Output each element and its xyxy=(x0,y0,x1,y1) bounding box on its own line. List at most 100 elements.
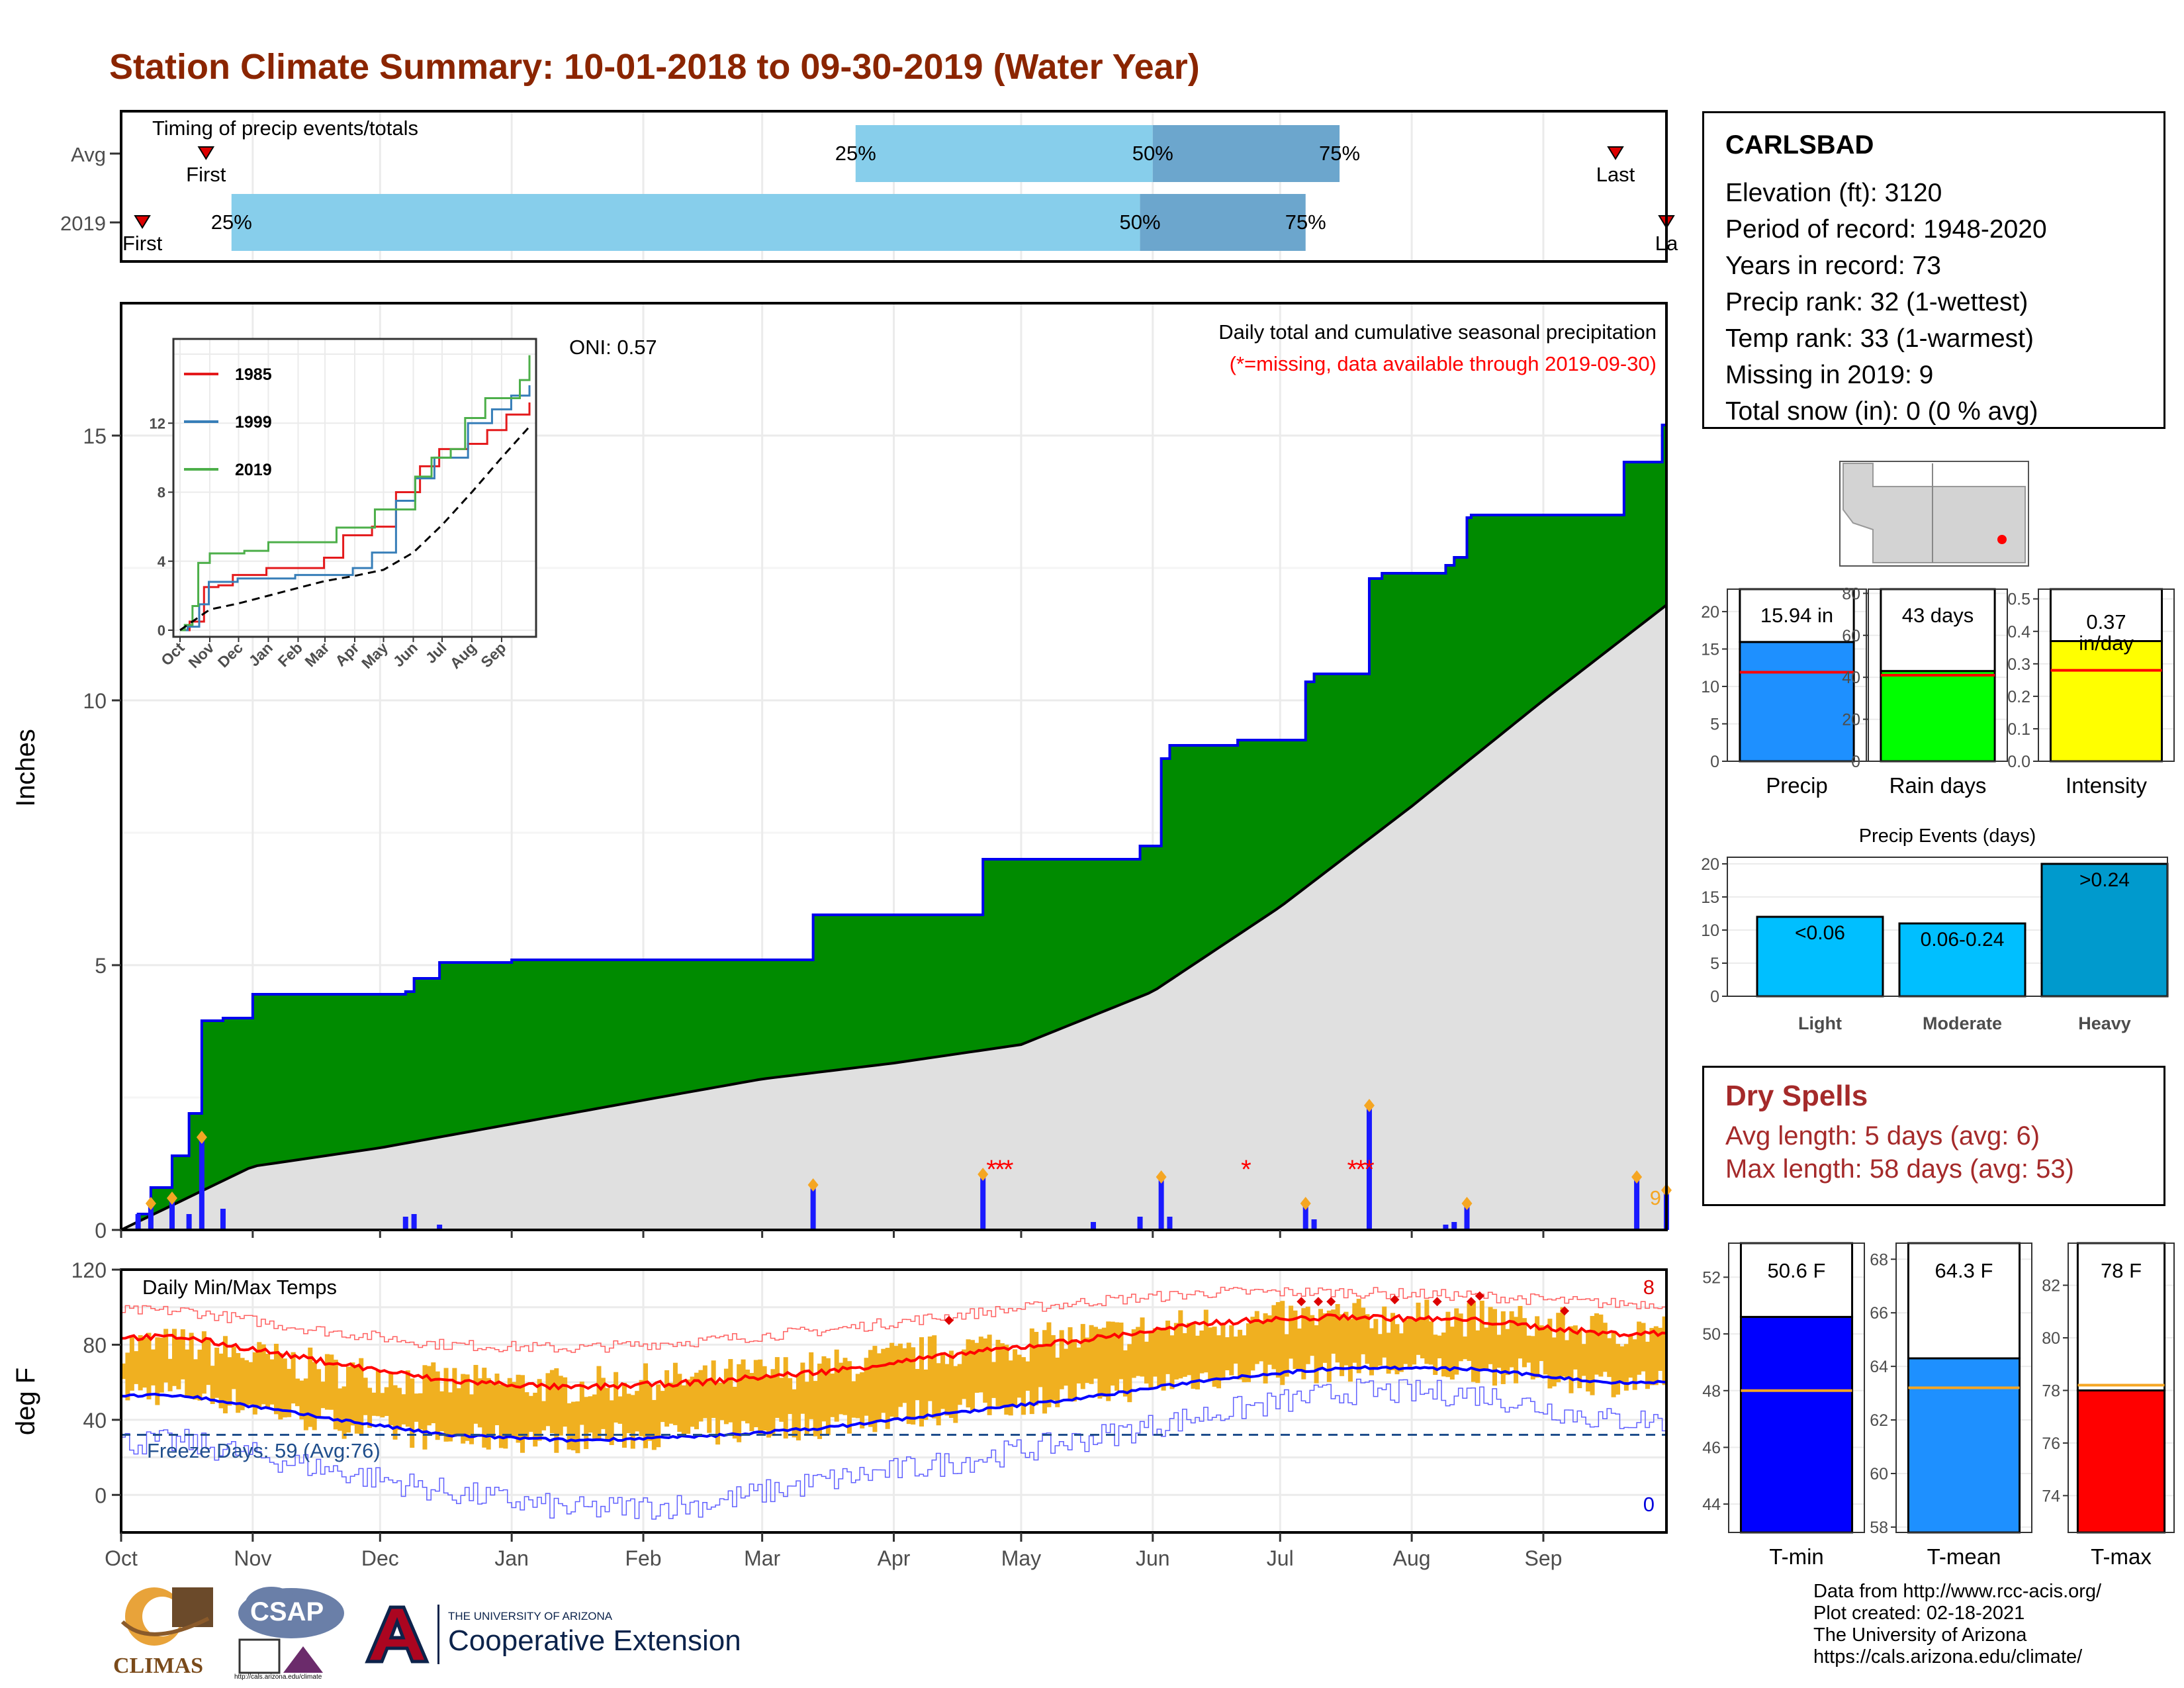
daily-temp-bar xyxy=(396,1387,402,1430)
daily-temp-bar xyxy=(477,1378,482,1428)
csap-cloud-icon xyxy=(238,1587,344,1674)
intensity-summary-value-label-unit: in/day xyxy=(2079,632,2134,655)
precip-summary-bar xyxy=(1739,641,1855,763)
daily-temp-bar xyxy=(651,1399,657,1450)
daily-temp-bar xyxy=(991,1362,997,1398)
daily-temp-bar xyxy=(1131,1329,1136,1378)
daily-temp-bar xyxy=(842,1358,848,1415)
daily-temp-bar xyxy=(414,1393,419,1422)
daily-temp-bar xyxy=(1029,1328,1034,1415)
daily-temp-bar xyxy=(1080,1324,1085,1389)
daily-temp-bar xyxy=(876,1353,882,1421)
footer-line: Plot created: 02-18-2021 xyxy=(1813,1603,2025,1624)
daily-temp-bar xyxy=(1305,1306,1310,1364)
daily-temp-bar xyxy=(1500,1311,1506,1384)
tmean-summary-bar xyxy=(1907,1357,2021,1534)
record-high-marker xyxy=(1297,1297,1306,1307)
inset-y-tick-label: 8 xyxy=(158,485,165,501)
daily-temp-bar xyxy=(1509,1311,1514,1368)
daily-temp-bar xyxy=(222,1336,228,1414)
daily-temp-bar xyxy=(686,1379,691,1434)
timing-q50-label: 50% xyxy=(1132,142,1173,165)
daily-temp-bar xyxy=(1152,1328,1158,1377)
raindays-summary-y-tick-label: 40 xyxy=(1842,669,1860,687)
daily-temp-bar xyxy=(846,1361,852,1434)
timing-q25-label: 25% xyxy=(835,142,876,165)
tmean-summary-y-tick-label: 68 xyxy=(1870,1250,1888,1269)
daily-temp-bar xyxy=(728,1359,733,1423)
daily-temp-bar xyxy=(282,1358,287,1418)
avg-min-line xyxy=(120,1365,1667,1443)
daily-temp-bar xyxy=(439,1391,445,1432)
daily-temp-bar xyxy=(180,1329,185,1380)
daily-temp-bar xyxy=(694,1372,700,1430)
heavy-event-marker xyxy=(196,1131,207,1144)
daily-temp-bar xyxy=(1297,1328,1302,1370)
station-info: Elevation (ft): 3120 Period of record: 19… xyxy=(1725,175,2163,430)
daily-temp-bar xyxy=(1645,1341,1650,1389)
heavy-event-marker xyxy=(1156,1170,1167,1184)
daily-temp-bar xyxy=(498,1384,504,1448)
daily-temp-bar xyxy=(261,1344,266,1405)
daily-temp-bar xyxy=(1594,1313,1599,1375)
daily-temp-bar xyxy=(1420,1319,1425,1358)
daily-temp-bar xyxy=(354,1364,359,1434)
daily-temp-bar xyxy=(609,1400,614,1445)
daily-temp-bar xyxy=(936,1363,941,1426)
precip-summary-value-label: 15.94 in xyxy=(1760,604,1833,627)
dry-spells-max: Max length: 58 days (avg: 53) xyxy=(1725,1154,2074,1184)
daily-temp-bar xyxy=(813,1381,818,1436)
daily-temp-bar xyxy=(278,1353,283,1420)
daily-temp-bar xyxy=(392,1385,398,1440)
daily-temp-bar xyxy=(902,1348,907,1403)
daily-temp-bar xyxy=(1361,1307,1366,1354)
daily-temp-bar xyxy=(1115,1322,1120,1391)
daily-temp-bar xyxy=(210,1366,215,1404)
daily-temp-bar xyxy=(447,1392,453,1442)
daily-temp-bar xyxy=(1394,1324,1400,1375)
daily-temp-bar xyxy=(1271,1305,1277,1370)
daily-temp-bar xyxy=(1416,1302,1421,1355)
intensity-summary-y-tick-label: 0.2 xyxy=(2007,688,2030,706)
daily-temp-bar xyxy=(825,1358,831,1435)
daily-temp-bar xyxy=(1619,1346,1625,1382)
daily-temp-bar xyxy=(1148,1331,1154,1389)
daily-temp-bar xyxy=(244,1360,250,1407)
footer-line: Data from http://www.rcc-acis.org/ xyxy=(1813,1581,2102,1602)
daily-temp-bar xyxy=(1212,1327,1217,1387)
daily-temp-bar xyxy=(1004,1344,1009,1415)
station-info-line: Missing in 2019: 9 xyxy=(1725,361,1934,389)
timing-q25-label: 25% xyxy=(211,211,252,234)
daily-temp-bar xyxy=(1586,1330,1591,1392)
daily-temp-bar xyxy=(273,1344,279,1415)
daily-temp-bar xyxy=(1169,1335,1175,1389)
missing-day-marker: * xyxy=(995,1155,1005,1184)
daily-temp-bar xyxy=(201,1331,206,1394)
daily-temp-bar xyxy=(320,1382,326,1409)
events-y-tick-label: 15 xyxy=(1701,888,1719,907)
daily-temp-bar xyxy=(1050,1335,1056,1401)
daily-temp-bar xyxy=(677,1374,682,1432)
ua-big-label: Cooperative Extension xyxy=(448,1624,741,1657)
daily-temp-bar xyxy=(1526,1335,1531,1363)
inset-avg-line xyxy=(179,426,531,632)
heavy-event-marker xyxy=(1461,1197,1473,1210)
daily-temp-bar xyxy=(206,1340,211,1385)
daily-precip-bar xyxy=(437,1225,443,1230)
daily-temp-bar xyxy=(758,1359,763,1436)
daily-temp-bar xyxy=(1173,1323,1179,1380)
daily-temp-bar xyxy=(405,1370,410,1427)
daily-precip-bar xyxy=(169,1198,175,1230)
ua-logo: THE UNIVERSITY OF ARIZONA Cooperative Ex… xyxy=(361,1602,758,1668)
intensity-summary-y-tick-label: 0.5 xyxy=(2007,590,2030,609)
daily-temp-bar xyxy=(138,1335,143,1391)
daily-temp-bar xyxy=(885,1348,890,1429)
daily-temp-bar xyxy=(1136,1327,1141,1376)
daily-temp-bar xyxy=(426,1366,432,1426)
intensity-summary-bar xyxy=(2049,639,2163,763)
daily-precip-bar xyxy=(220,1209,226,1230)
daily-temp-bar xyxy=(1106,1321,1111,1401)
oni-label: ONI: 0.57 xyxy=(569,336,657,359)
daily-temp-bar xyxy=(1365,1314,1370,1364)
